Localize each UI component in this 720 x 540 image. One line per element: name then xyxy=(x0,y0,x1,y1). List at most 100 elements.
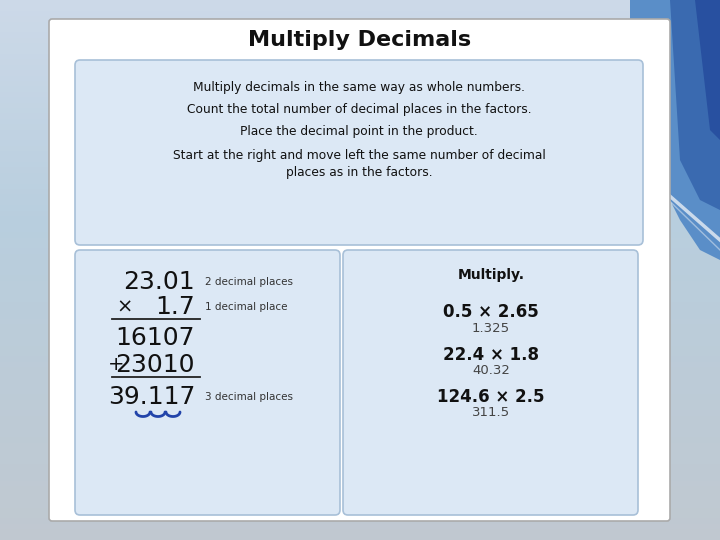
Bar xyxy=(0,92,720,97)
Bar xyxy=(0,216,720,221)
Bar xyxy=(0,178,720,184)
Bar xyxy=(0,254,720,259)
Text: 1.325: 1.325 xyxy=(472,321,510,334)
Bar xyxy=(0,76,720,81)
FancyBboxPatch shape xyxy=(343,250,638,515)
Bar xyxy=(0,529,720,535)
Bar xyxy=(0,286,720,292)
Text: ×: × xyxy=(117,298,133,316)
Bar xyxy=(0,130,720,135)
Bar xyxy=(0,221,720,227)
Text: 311.5: 311.5 xyxy=(472,407,510,420)
Bar xyxy=(0,405,720,410)
Bar xyxy=(0,43,720,49)
Bar xyxy=(0,281,720,286)
Text: 3 decimal places: 3 decimal places xyxy=(205,392,293,402)
Bar xyxy=(0,508,720,513)
Bar xyxy=(0,259,720,265)
Text: Multiply Decimals: Multiply Decimals xyxy=(248,30,472,50)
Bar xyxy=(0,227,720,232)
Bar xyxy=(0,454,720,459)
Text: 1.7: 1.7 xyxy=(156,295,195,319)
Bar xyxy=(0,513,720,518)
Bar xyxy=(0,38,720,43)
Bar xyxy=(0,481,720,486)
Bar xyxy=(0,167,720,173)
Text: Count the total number of decimal places in the factors.: Count the total number of decimal places… xyxy=(186,104,531,117)
Bar xyxy=(0,189,720,194)
Bar xyxy=(0,49,720,54)
Bar xyxy=(0,22,720,27)
Bar xyxy=(0,146,720,151)
Bar xyxy=(0,81,720,86)
Bar xyxy=(0,491,720,497)
Bar xyxy=(0,184,720,189)
Bar xyxy=(0,389,720,394)
Bar xyxy=(0,86,720,92)
Bar xyxy=(0,151,720,157)
Bar xyxy=(0,313,720,319)
Text: 22.4 × 1.8: 22.4 × 1.8 xyxy=(443,346,539,364)
Bar xyxy=(0,367,720,373)
Bar xyxy=(0,108,720,113)
Bar xyxy=(0,448,720,454)
Bar xyxy=(0,459,720,464)
Text: 124.6 × 2.5: 124.6 × 2.5 xyxy=(437,388,545,406)
Bar xyxy=(0,70,720,76)
Bar xyxy=(0,194,720,200)
Bar xyxy=(0,124,720,130)
Bar xyxy=(0,427,720,432)
Bar xyxy=(0,103,720,108)
Bar xyxy=(0,162,720,167)
Bar xyxy=(0,443,720,448)
FancyBboxPatch shape xyxy=(49,19,670,521)
Bar xyxy=(0,32,720,38)
Bar xyxy=(0,356,720,362)
Bar xyxy=(0,524,720,529)
Bar xyxy=(0,308,720,313)
Bar xyxy=(0,54,720,59)
Bar xyxy=(0,416,720,421)
Bar xyxy=(0,200,720,205)
Bar xyxy=(0,157,720,162)
Bar xyxy=(0,373,720,378)
Bar xyxy=(0,437,720,443)
Bar xyxy=(0,0,720,5)
Text: 39.117: 39.117 xyxy=(107,385,195,409)
Bar xyxy=(0,16,720,22)
Text: 0.5 × 2.65: 0.5 × 2.65 xyxy=(443,303,539,321)
Text: 2 decimal places: 2 decimal places xyxy=(205,277,293,287)
Bar xyxy=(0,383,720,389)
Bar xyxy=(0,292,720,297)
Bar xyxy=(0,232,720,238)
Bar xyxy=(0,5,720,11)
Text: Multiply.: Multiply. xyxy=(457,268,524,282)
Bar xyxy=(0,135,720,140)
Bar xyxy=(0,265,720,270)
Bar xyxy=(0,238,720,243)
Bar xyxy=(0,205,720,211)
Bar xyxy=(0,329,720,335)
Bar xyxy=(0,351,720,356)
Bar xyxy=(0,324,720,329)
Bar xyxy=(0,486,720,491)
Bar xyxy=(0,59,720,65)
Text: 23010: 23010 xyxy=(115,353,195,377)
Bar xyxy=(0,518,720,524)
Bar xyxy=(0,410,720,416)
Bar xyxy=(0,119,720,124)
Bar xyxy=(0,475,720,481)
Bar xyxy=(0,535,720,540)
Bar xyxy=(0,394,720,400)
Text: 1 decimal place: 1 decimal place xyxy=(205,302,287,312)
Polygon shape xyxy=(630,0,720,260)
Bar xyxy=(0,27,720,32)
Text: 16107: 16107 xyxy=(115,326,195,350)
Bar xyxy=(0,140,720,146)
Bar xyxy=(0,270,720,275)
Bar xyxy=(0,335,720,340)
Bar xyxy=(0,113,720,119)
Text: Place the decimal point in the product.: Place the decimal point in the product. xyxy=(240,125,478,138)
Bar xyxy=(0,97,720,103)
Text: Start at the right and move left the same number of decimal
places as in the fac: Start at the right and move left the sam… xyxy=(173,149,545,179)
